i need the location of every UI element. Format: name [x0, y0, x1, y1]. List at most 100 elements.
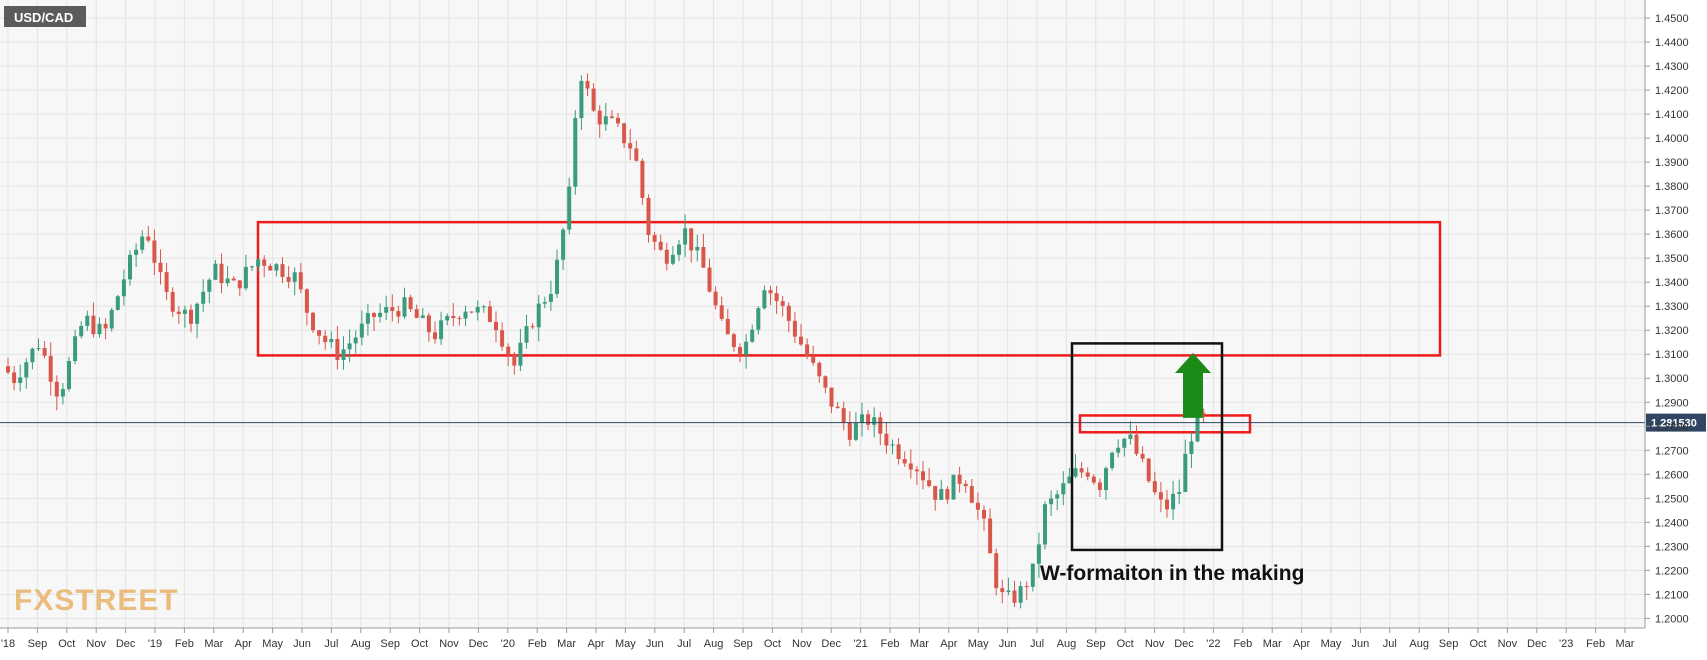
candle-body: [805, 344, 810, 356]
candle-body: [1146, 458, 1151, 482]
y-tick-label: 1.3500: [1655, 253, 1689, 265]
candle-body: [60, 389, 65, 397]
candle-body: [585, 80, 590, 89]
x-tick-label: Jul: [1383, 638, 1397, 650]
candle-body: [1140, 453, 1145, 459]
candle-body: [994, 553, 999, 589]
candle-body: [786, 305, 791, 321]
x-tick-label: Aug: [1409, 638, 1429, 650]
candle-body: [250, 266, 254, 268]
candle-body: [677, 244, 681, 255]
y-tick-label: 1.4100: [1655, 109, 1689, 121]
candle-body: [738, 347, 742, 356]
candle-body: [1030, 563, 1035, 587]
x-tick-label: Jun: [999, 638, 1017, 650]
candle-body: [512, 355, 517, 366]
candle-body: [988, 518, 993, 554]
x-tick-label: Nov: [792, 638, 812, 650]
y-tick-label: 1.4500: [1655, 13, 1689, 25]
candle-body: [311, 312, 315, 331]
candle-body: [1067, 476, 1072, 484]
y-tick-label: 1.2600: [1655, 469, 1689, 481]
zone-layer: [256, 220, 1442, 434]
candle-body: [54, 381, 59, 397]
candle-body: [24, 362, 29, 378]
x-tick-label: '19: [148, 638, 162, 650]
candle-body: [292, 272, 297, 282]
x-tick-label: May: [968, 638, 989, 650]
candle-body: [982, 509, 986, 519]
candle-body: [847, 422, 852, 440]
candle-body: [237, 280, 242, 289]
candle-body: [195, 303, 200, 324]
candle-body: [256, 259, 261, 267]
x-tick-label: Sep: [28, 638, 48, 650]
candle-body: [890, 444, 895, 446]
y-tick-label: 1.2400: [1655, 517, 1689, 529]
x-tick-label: '23: [1559, 638, 1573, 650]
candle-body: [365, 313, 370, 324]
x-tick-label: May: [1321, 638, 1342, 650]
candle-body: [481, 306, 486, 308]
candle-body: [274, 264, 279, 271]
candle-body: [939, 489, 944, 500]
candle-body: [555, 259, 559, 294]
candle-body: [579, 80, 584, 119]
candle-body: [1091, 476, 1096, 483]
candle-body: [1000, 588, 1005, 593]
candle-body: [6, 366, 10, 373]
candle-body: [494, 321, 498, 331]
candle-body: [12, 372, 17, 384]
candle-body: [1085, 472, 1090, 477]
candle-body: [42, 348, 47, 356]
candle-body: [1165, 499, 1169, 510]
candle-body: [835, 406, 840, 409]
candle-body: [878, 417, 883, 434]
candle-body: [603, 116, 608, 125]
candle-body: [225, 278, 230, 284]
x-tick-label: Jun: [646, 638, 664, 650]
candle-body: [341, 349, 346, 360]
candle-body: [762, 290, 767, 309]
candle-body: [548, 293, 553, 302]
candle-body: [103, 323, 108, 329]
candle-body: [408, 297, 413, 310]
candle-body: [689, 228, 694, 251]
candle-body: [914, 469, 919, 472]
candle-body: [189, 309, 193, 324]
x-tick-label: Aug: [1057, 638, 1077, 650]
x-tick-label: Jul: [1030, 638, 1044, 650]
x-tick-label: Feb: [528, 638, 547, 650]
candle-body: [951, 474, 956, 500]
x-tick-label: Oct: [411, 638, 428, 650]
x-tick-label: Sep: [733, 638, 753, 650]
x-tick-label: Sep: [1439, 638, 1459, 650]
y-tick-label: 1.3000: [1655, 373, 1689, 385]
candle-body: [231, 278, 236, 281]
y-tick-label: 1.2300: [1655, 541, 1689, 553]
candle-body: [963, 483, 968, 487]
candle-body: [823, 376, 828, 388]
symbol-tag: USD/CAD: [4, 6, 86, 27]
candle-body: [811, 355, 816, 363]
x-tick-label: Apr: [940, 638, 957, 650]
candle-body: [353, 337, 358, 344]
candle-body: [664, 249, 669, 264]
candle-body: [91, 315, 96, 335]
candle-body: [439, 320, 444, 340]
x-tick-label: May: [262, 638, 283, 650]
candle-body: [457, 318, 462, 320]
y-tick-label: 1.4000: [1655, 133, 1689, 145]
candle-body: [134, 249, 139, 255]
candle-body: [152, 240, 157, 263]
x-tick-label: Jun: [1352, 638, 1370, 650]
candle-body: [695, 246, 700, 251]
candle-body: [731, 334, 736, 348]
y-tick-label: 1.2500: [1655, 493, 1689, 505]
candle-body: [542, 301, 547, 304]
x-tick-label: Mar: [910, 638, 929, 650]
candle-body: [780, 301, 785, 306]
x-tick-label: Feb: [1586, 638, 1605, 650]
candle-body: [866, 414, 871, 425]
